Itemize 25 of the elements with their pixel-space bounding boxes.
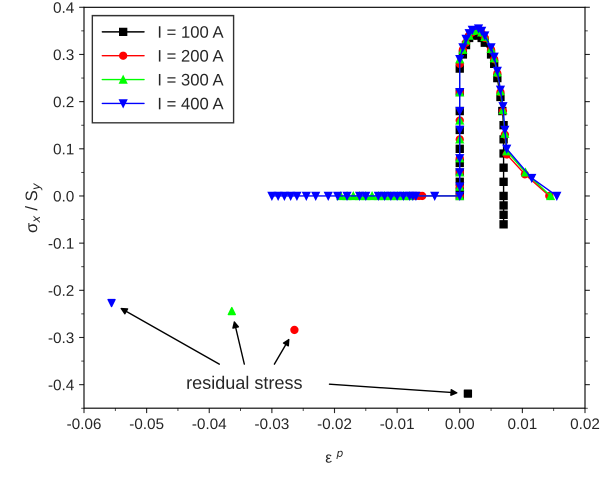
y-tick-label: -0.2 (48, 285, 74, 296)
y-tick-label: -0.3 (48, 332, 74, 344)
y-tick-label: 0.1 (54, 144, 74, 154)
x-tick-label: -0.01 (380, 418, 414, 430)
legend-label: I = 100 A (158, 26, 224, 38)
legend-label: I = 400 A (158, 98, 224, 110)
y-axis-title: σ$_{x}$ / S$_{y}$ (25, 183, 42, 232)
x-tick-label: 0.00 (445, 418, 474, 430)
annotation: residual stress (187, 376, 302, 390)
x-tick-label: -0.03 (255, 418, 289, 430)
y-tick-label: 0.2 (54, 96, 74, 108)
y-tick-label: 0.0 (54, 190, 74, 202)
y-tick-label: 0.4 (54, 2, 74, 13)
x-axis-title: ε $^{p}$ (326, 450, 343, 463)
x-tick-label: 0.02 (570, 418, 600, 430)
legend-label: I = 200 A (158, 50, 224, 62)
y-tick-label: -0.1 (48, 238, 74, 249)
x-tick-label: -0.02 (318, 418, 352, 430)
x-tick-label: 0.01 (508, 418, 536, 430)
y-tick-label: 0.3 (54, 49, 74, 60)
x-tick-label: -0.04 (192, 418, 226, 430)
legend-label: I = 300 A (158, 74, 224, 86)
y-tick-label: -0.4 (48, 380, 74, 390)
x-tick-label: -0.05 (130, 418, 164, 430)
x-tick-label: -0.06 (67, 418, 101, 430)
